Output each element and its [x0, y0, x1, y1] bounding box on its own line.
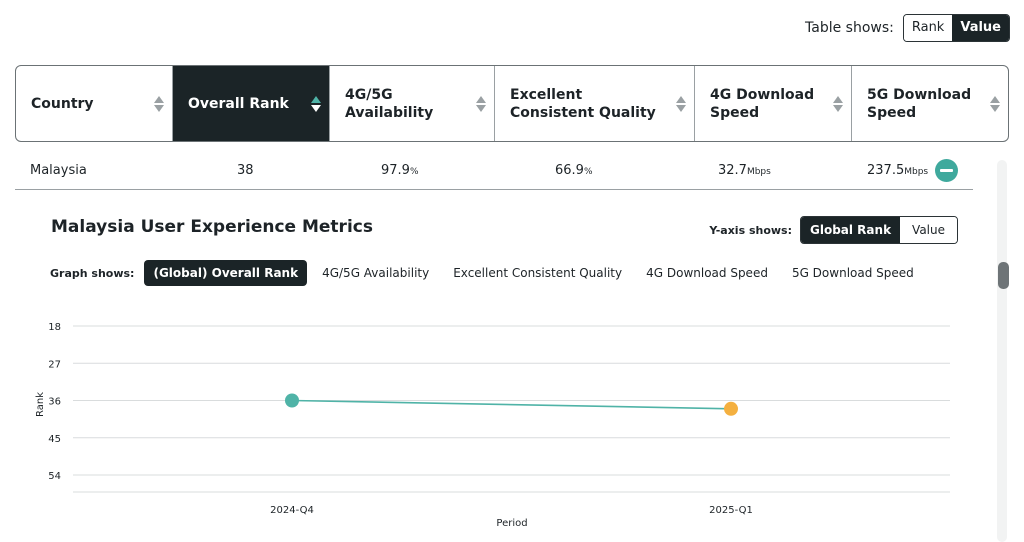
x-tick-label: 2025-Q1 — [709, 505, 753, 516]
column-availability-label: 4G/5G Availability — [345, 86, 434, 121]
cell-availability: 97.9% — [381, 163, 419, 178]
column-quality[interactable]: Excellent Consistent Quality — [495, 66, 695, 141]
table-shows-segmented: Rank Value — [902, 14, 1010, 42]
scrollbar-thumb[interactable] — [998, 262, 1009, 289]
sort-arrows-icon — [154, 95, 164, 112]
graph-shows-label: Graph shows: — [50, 266, 135, 280]
yaxis-value-option[interactable]: Value — [900, 217, 957, 243]
column-country[interactable]: Country — [16, 66, 173, 141]
table-row[interactable]: Malaysia 38 97.9% 66.9% 32.7Mbps 237.5Mb… — [15, 152, 973, 190]
cell-country: Malaysia — [30, 163, 87, 178]
rank-line-chart: 18 27 36 45 54 2024-Q4 2025-Q1 Period Rank — [35, 322, 950, 529]
sort-arrows-icon — [476, 95, 486, 112]
yaxis-label: Y-axis shows: — [709, 223, 792, 237]
table-rank-option[interactable]: Rank — [903, 15, 953, 41]
graph-option-5g-download[interactable]: 5G Download Speed — [791, 266, 914, 280]
yaxis-toggle: Y-axis shows: Global Rank Value — [709, 216, 958, 244]
graph-option-quality[interactable]: Excellent Consistent Quality — [453, 266, 623, 280]
graph-option-overall-rank[interactable]: (Global) Overall Rank — [144, 260, 308, 286]
x-axis-title: Period — [496, 518, 527, 529]
availability-unit: % — [409, 167, 419, 177]
column-4g-download[interactable]: 4G Download Speed — [695, 66, 852, 141]
column-overall-rank[interactable]: Overall Rank — [173, 66, 330, 141]
column-5g-download-label: 5G Download Speed — [867, 86, 972, 121]
table-value-option[interactable]: Value — [952, 15, 1009, 41]
dl5g-unit: Mbps — [904, 167, 929, 177]
column-5g-download[interactable]: 5G Download Speed — [852, 66, 1008, 141]
x-tick-label: 2024-Q4 — [270, 505, 314, 516]
y-tick-label: 36 — [48, 397, 61, 408]
scrollbar-track[interactable] — [997, 160, 1007, 542]
graph-option-availability[interactable]: 4G/5G Availability — [322, 266, 430, 280]
cell-overall-rank: 38 — [237, 163, 254, 178]
graph-shows-bar: Graph shows: (Global) Overall Rank 4G/5G… — [50, 260, 938, 286]
cell-4g-download: 32.7Mbps — [718, 163, 771, 178]
dl4g-value: 32.7 — [718, 163, 747, 178]
data-point — [724, 401, 738, 416]
series-line — [291, 399, 732, 410]
table-header: Country Overall Rank 4G/5G Availability … — [15, 65, 1009, 142]
cell-5g-download: 237.5Mbps — [867, 163, 928, 178]
sort-arrows-icon — [833, 95, 843, 112]
yaxis-segmented: Global Rank Value — [800, 216, 958, 244]
yaxis-global-rank-option[interactable]: Global Rank — [801, 217, 901, 243]
column-overall-rank-label: Overall Rank — [188, 95, 289, 112]
column-4g-download-label: 4G Download Speed — [710, 86, 815, 121]
column-availability[interactable]: 4G/5G Availability — [330, 66, 495, 141]
column-country-label: Country — [31, 95, 94, 112]
section-title: Malaysia User Experience Metrics — [51, 217, 373, 237]
y-tick-label: 54 — [48, 471, 61, 482]
column-quality-label: Excellent Consistent Quality — [510, 86, 656, 121]
quality-value: 66.9 — [555, 163, 584, 178]
sort-arrows-icon — [311, 95, 321, 112]
sort-arrows-icon — [676, 95, 686, 112]
minus-circle-icon[interactable] — [935, 159, 958, 182]
data-point — [285, 393, 299, 408]
table-shows-toggle: Table shows: Rank Value — [805, 14, 1010, 42]
cell-quality: 66.9% — [555, 163, 593, 178]
dl4g-unit: Mbps — [746, 167, 771, 177]
y-tick-label: 18 — [48, 322, 61, 333]
y-tick-label: 45 — [48, 434, 61, 445]
sort-arrows-icon — [990, 95, 1000, 112]
graph-option-4g-download[interactable]: 4G Download Speed — [646, 266, 768, 280]
y-axis-title: Rank — [35, 392, 46, 417]
y-tick-label: 27 — [48, 359, 61, 370]
availability-value: 97.9 — [381, 163, 410, 178]
dl5g-value: 237.5 — [867, 163, 905, 178]
table-shows-label: Table shows: — [805, 20, 894, 36]
quality-unit: % — [583, 167, 593, 177]
